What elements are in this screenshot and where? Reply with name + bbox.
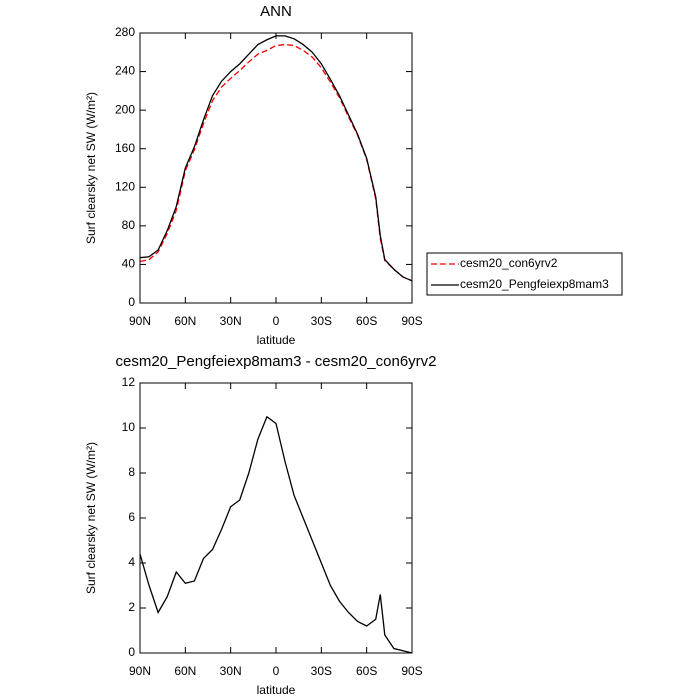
legend-box [426,252,623,296]
x-axis-label: latitude [257,683,296,697]
legend-label: cesm20_Pengfeiexp8mam3 [460,277,609,291]
y-tick-label: 0 [128,295,135,309]
x-tick-label: 30N [220,314,242,328]
chart-title: ANN [260,3,292,20]
y-tick-label: 120 [115,179,135,193]
y-tick-label: 10 [122,420,136,434]
x-tick-label: 90N [129,664,151,678]
y-tick-label: 200 [115,102,135,116]
x-tick-label: 30S [311,314,332,328]
y-tick-label: 2 [128,600,135,614]
data-line [139,415,413,654]
y-tick-label: 280 [115,25,135,39]
y-tick-label: 40 [122,257,136,271]
plot-frame [139,32,413,304]
x-tick-label: 90S [401,664,422,678]
y-axis-label: Surf clearsky net SW (W/m²) [84,442,98,594]
y-tick-label: 160 [115,141,135,155]
data-line [139,43,413,282]
x-tick-label: 60N [174,664,196,678]
y-tick-label: 80 [122,218,136,232]
y-axis-label: Surf clearsky net SW (W/m²) [84,92,98,244]
x-tick-label: 0 [273,314,280,328]
x-axis-label: latitude [257,333,296,347]
x-tick-label: 90S [401,314,422,328]
y-tick-label: 240 [115,64,135,78]
x-tick-label: 60S [356,664,377,678]
x-tick-label: 60S [356,314,377,328]
chart-title: cesm20_Pengfeiexp8mam3 - cesm20_con6yrv2 [116,353,437,370]
y-tick-label: 12 [122,375,136,389]
x-tick-label: 30S [311,664,332,678]
legend-label: cesm20_con6yrv2 [460,256,558,270]
y-tick-label: 6 [128,510,135,524]
x-tick-label: 60N [174,314,196,328]
plot-frame [139,382,413,654]
y-tick-label: 8 [128,465,135,479]
y-tick-label: 4 [128,555,135,569]
x-tick-label: 0 [273,664,280,678]
x-tick-label: 30N [220,664,242,678]
y-tick-label: 0 [128,645,135,659]
x-tick-label: 90N [129,314,151,328]
data-line [139,35,413,282]
